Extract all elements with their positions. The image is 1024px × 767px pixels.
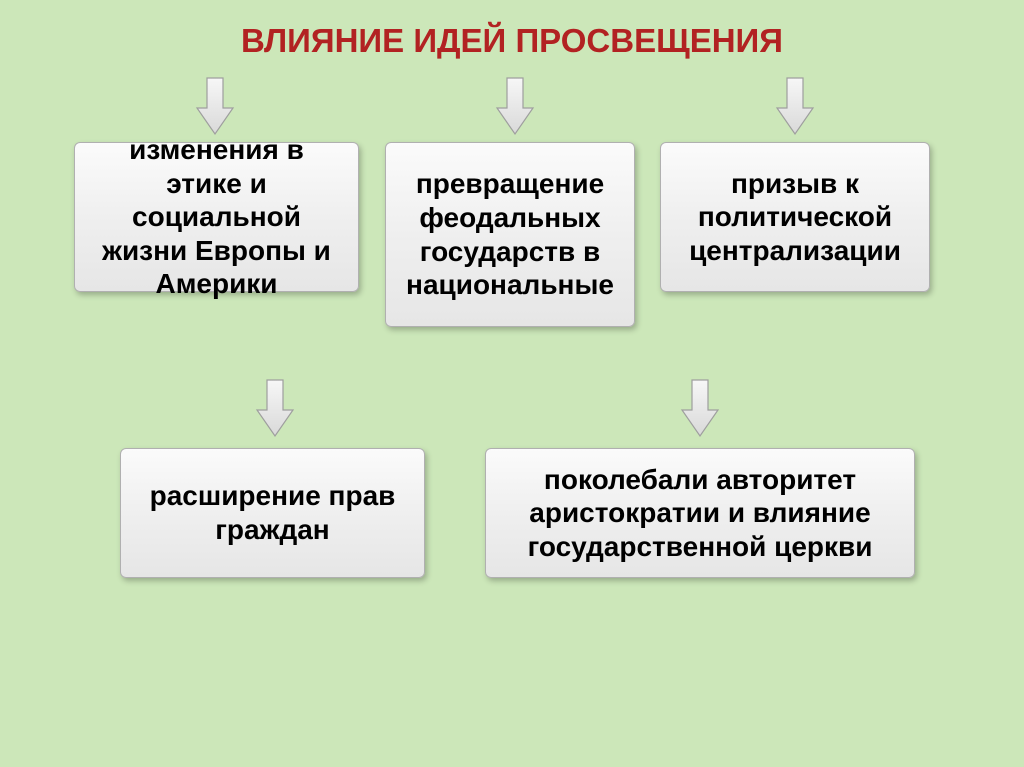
arrow-down-icon bbox=[775, 76, 815, 136]
arrow-down-icon bbox=[195, 76, 235, 136]
arrow-down-icon bbox=[495, 76, 535, 136]
arrow-down-icon bbox=[680, 378, 720, 438]
page-title: ВЛИЯНИЕ ИДЕЙ ПРОСВЕЩЕНИЯ bbox=[0, 22, 1024, 60]
concept-box-feudal: превращение феодальных государств в наци… bbox=[385, 142, 635, 327]
concept-box-aristocracy: поколебали авторитет аристократии и влия… bbox=[485, 448, 915, 578]
concept-box-centralization: призыв к политической централизации bbox=[660, 142, 930, 292]
concept-box-ethics: изменения в этике и социальной жизни Евр… bbox=[74, 142, 359, 292]
arrow-down-icon bbox=[255, 378, 295, 438]
concept-box-rights: расширение прав граждан bbox=[120, 448, 425, 578]
